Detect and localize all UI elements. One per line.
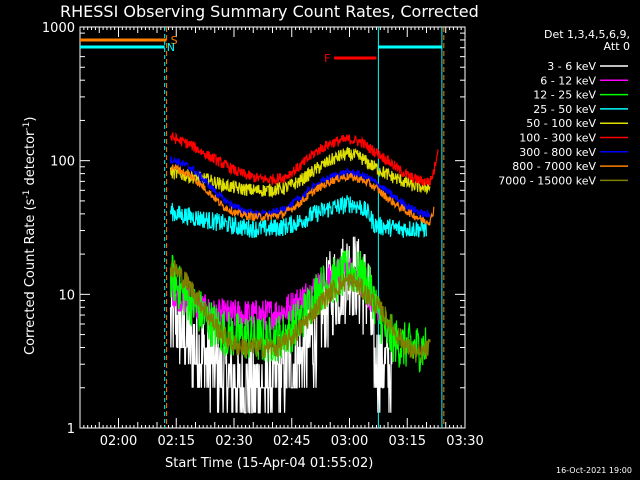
x-axis-label: Start Time (15-Apr-04 01:55:02) bbox=[165, 456, 373, 471]
legend-header: Det 1,3,4,5,6,9, bbox=[544, 28, 630, 41]
legend-label: 3 - 6 keV bbox=[547, 60, 596, 73]
y-tick-label: 100 bbox=[50, 155, 75, 170]
series-line-3 bbox=[169, 195, 427, 239]
interval-markers: SN F bbox=[80, 27, 445, 428]
x-tick-label: 02:30 bbox=[215, 434, 252, 449]
x-tick-label: 03:30 bbox=[446, 434, 483, 449]
x-tick-label: 02:45 bbox=[273, 434, 310, 449]
x-tick-labels: 02:00 02:15 02:30 02:45 03:00 03:15 03:30 bbox=[100, 434, 484, 449]
legend-label: 7000 - 15000 keV bbox=[498, 174, 596, 187]
x-tick-label: 03:15 bbox=[389, 434, 426, 449]
y-axis-label: Corrected Count Rate (s-1 detector-1) bbox=[22, 117, 38, 355]
legend-label: 50 - 100 keV bbox=[526, 117, 596, 130]
y-tick-labels: 1 10 100 1000 bbox=[42, 21, 75, 437]
series-lines bbox=[169, 131, 439, 414]
plot-axes bbox=[79, 26, 466, 429]
series-line-5 bbox=[169, 131, 439, 187]
legend-header: Att 0 bbox=[604, 40, 630, 53]
series-line-8 bbox=[169, 260, 431, 363]
legend-label: 25 - 50 keV bbox=[533, 103, 596, 116]
saa-label: S bbox=[171, 34, 178, 47]
series-line-0 bbox=[169, 236, 393, 414]
x-tick-label: 02:00 bbox=[100, 434, 137, 449]
series-line-6 bbox=[169, 155, 431, 218]
y-tick-label: 1 bbox=[67, 422, 75, 437]
flare-label: F bbox=[324, 52, 330, 65]
x-tick-label: 02:15 bbox=[158, 434, 195, 449]
legend-label: 6 - 12 keV bbox=[540, 74, 596, 87]
night-label: N bbox=[167, 41, 175, 54]
legend-label: 100 - 300 keV bbox=[519, 132, 596, 145]
y-tick-label: 1000 bbox=[42, 21, 75, 36]
legend-label: 12 - 25 keV bbox=[533, 89, 596, 102]
footer-date: 16-Oct-2021 19:00 bbox=[556, 466, 632, 475]
chart-title: RHESSI Observing Summary Count Rates, Co… bbox=[60, 2, 479, 21]
x-tick-label: 03:00 bbox=[331, 434, 368, 449]
y-tick-label: 10 bbox=[58, 288, 75, 303]
series-line-4 bbox=[169, 146, 431, 199]
legend-label: 800 - 7000 keV bbox=[512, 160, 596, 173]
series-line-7 bbox=[170, 164, 435, 226]
legend-label: 300 - 800 keV bbox=[519, 146, 596, 159]
